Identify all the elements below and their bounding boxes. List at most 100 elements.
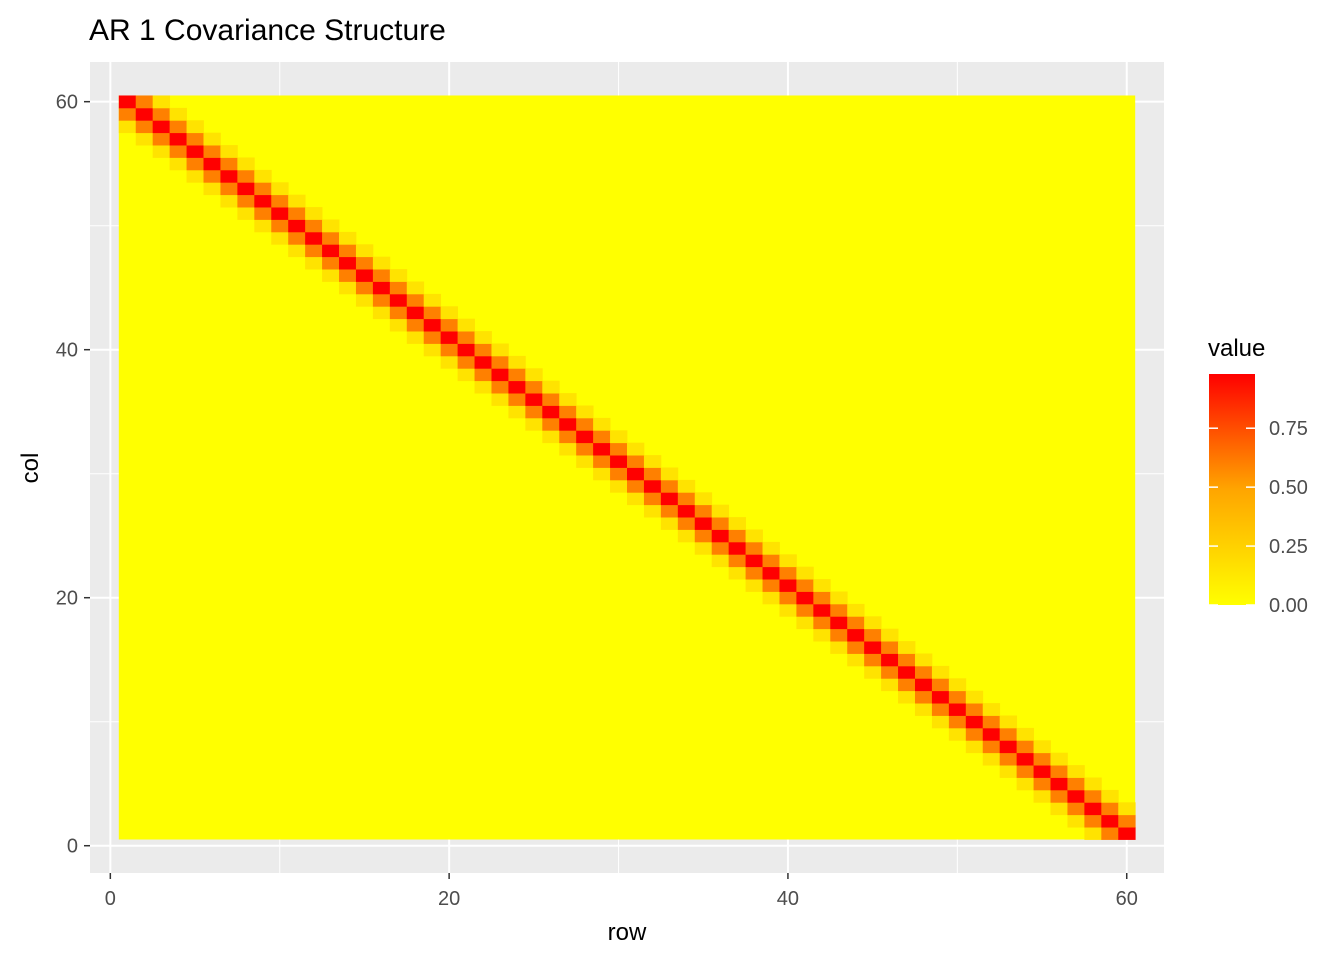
x-tick-label: 40 <box>777 888 799 910</box>
heatmap-cell <box>389 318 408 332</box>
heatmap-cell <box>779 579 797 592</box>
heatmap-cell <box>965 690 984 704</box>
heatmap-cell <box>220 194 238 208</box>
heatmap-cell <box>525 393 543 406</box>
heatmap-cell <box>643 479 662 493</box>
heatmap-cell <box>610 467 628 481</box>
heatmap-cell <box>118 107 137 121</box>
heatmap-cell <box>1101 789 1119 803</box>
heatmap-cell <box>152 145 171 158</box>
heatmap-cell <box>847 653 865 667</box>
heatmap-cell <box>1084 777 1102 791</box>
heatmap-cell <box>711 504 730 518</box>
heatmap-cell <box>881 653 899 667</box>
heatmap-cell <box>186 157 204 171</box>
heatmap-cell <box>339 244 357 258</box>
heatmap-cell <box>542 380 560 394</box>
heatmap-cell <box>542 430 560 444</box>
legend-colorbar <box>1209 374 1255 605</box>
heatmap-cell <box>627 479 645 493</box>
heatmap-cell <box>169 132 187 146</box>
heatmap-cell <box>914 665 933 679</box>
heatmap-cell <box>1033 740 1051 754</box>
heatmap-cell <box>288 219 306 233</box>
x-tick-label: 60 <box>1116 888 1138 910</box>
heatmap-cell <box>881 678 899 692</box>
heatmap-cell <box>796 616 814 630</box>
heatmap-cell <box>1084 827 1102 840</box>
heatmap-cell <box>525 368 543 382</box>
heatmap-cell <box>677 529 696 543</box>
heatmap-cell <box>271 219 289 233</box>
heatmap-cell <box>305 256 323 270</box>
legend-tick-label: 0.25 <box>1269 536 1308 558</box>
heatmap-cell <box>779 566 797 580</box>
heatmap-cell <box>914 653 933 667</box>
y-axis: 0 20 40 60 <box>56 92 90 858</box>
heatmap-cell <box>813 591 831 605</box>
heatmap-cell <box>593 442 611 456</box>
heatmap-cell <box>982 740 1001 754</box>
heatmap-cell <box>474 331 492 344</box>
heatmap-cell <box>1084 802 1102 816</box>
heatmap-cell <box>847 641 865 654</box>
heatmap-cell <box>813 579 831 592</box>
heatmap-cell <box>1067 789 1085 803</box>
heatmap-cell <box>898 665 916 679</box>
heatmap-cell <box>254 182 272 196</box>
heatmap-cell <box>643 455 662 468</box>
heatmap-cell <box>237 169 255 183</box>
heatmap-cell <box>203 132 221 146</box>
heatmap-cell <box>1084 814 1102 828</box>
heatmap-cell <box>406 318 425 332</box>
heatmap-cell <box>305 244 323 258</box>
heatmap-cell <box>1033 765 1051 778</box>
heatmap-cell <box>372 293 391 307</box>
heatmap-cell <box>559 442 577 456</box>
heatmap-cell <box>948 690 967 704</box>
heatmap-cell <box>677 504 696 518</box>
heatmap-cell <box>610 479 628 493</box>
heatmap-cells <box>118 95 1136 840</box>
heatmap-cell <box>762 591 780 605</box>
heatmap-cell <box>169 157 187 171</box>
heatmap-cell <box>525 417 543 431</box>
heatmap-cell <box>813 616 831 630</box>
heatmap-cell <box>576 417 594 431</box>
heatmap-cell <box>186 145 204 158</box>
heatmap-cell <box>406 293 425 307</box>
heatmap-cell <box>1101 802 1119 816</box>
heatmap-cell <box>660 479 679 493</box>
heatmap-cell <box>576 430 594 444</box>
heatmap-cell <box>898 678 916 692</box>
heatmap-cell <box>745 529 763 543</box>
heatmap-cell <box>898 653 916 667</box>
heatmap-cell <box>1067 802 1085 816</box>
heatmap-cell <box>305 207 323 220</box>
heatmap-cell <box>237 157 255 171</box>
heatmap-cell <box>1033 752 1051 766</box>
heatmap-cell <box>491 355 509 369</box>
heatmap-cell <box>694 529 713 543</box>
heatmap-cell <box>847 628 865 642</box>
heatmap-cell <box>169 107 187 121</box>
heatmap-cell <box>423 331 442 344</box>
heatmap-cell <box>864 665 882 679</box>
heatmap-cell <box>711 554 730 568</box>
heatmap-cell <box>372 306 391 320</box>
heatmap-cell <box>254 169 272 183</box>
heatmap-cell <box>728 541 746 555</box>
heatmap-cell <box>881 665 899 679</box>
heatmap-cell <box>762 541 780 555</box>
heatmap-cell <box>339 256 357 270</box>
heatmap-cell <box>423 318 442 332</box>
heatmap-cell <box>881 628 899 642</box>
heatmap-cell <box>305 231 323 245</box>
heatmap-cell <box>796 603 814 617</box>
heatmap-cell <box>322 231 340 245</box>
heatmap-cell <box>288 207 306 220</box>
heatmap-cell <box>982 715 1001 729</box>
heatmap-cell <box>779 591 797 605</box>
heatmap-cell <box>389 269 408 282</box>
heatmap-cell <box>779 603 797 617</box>
